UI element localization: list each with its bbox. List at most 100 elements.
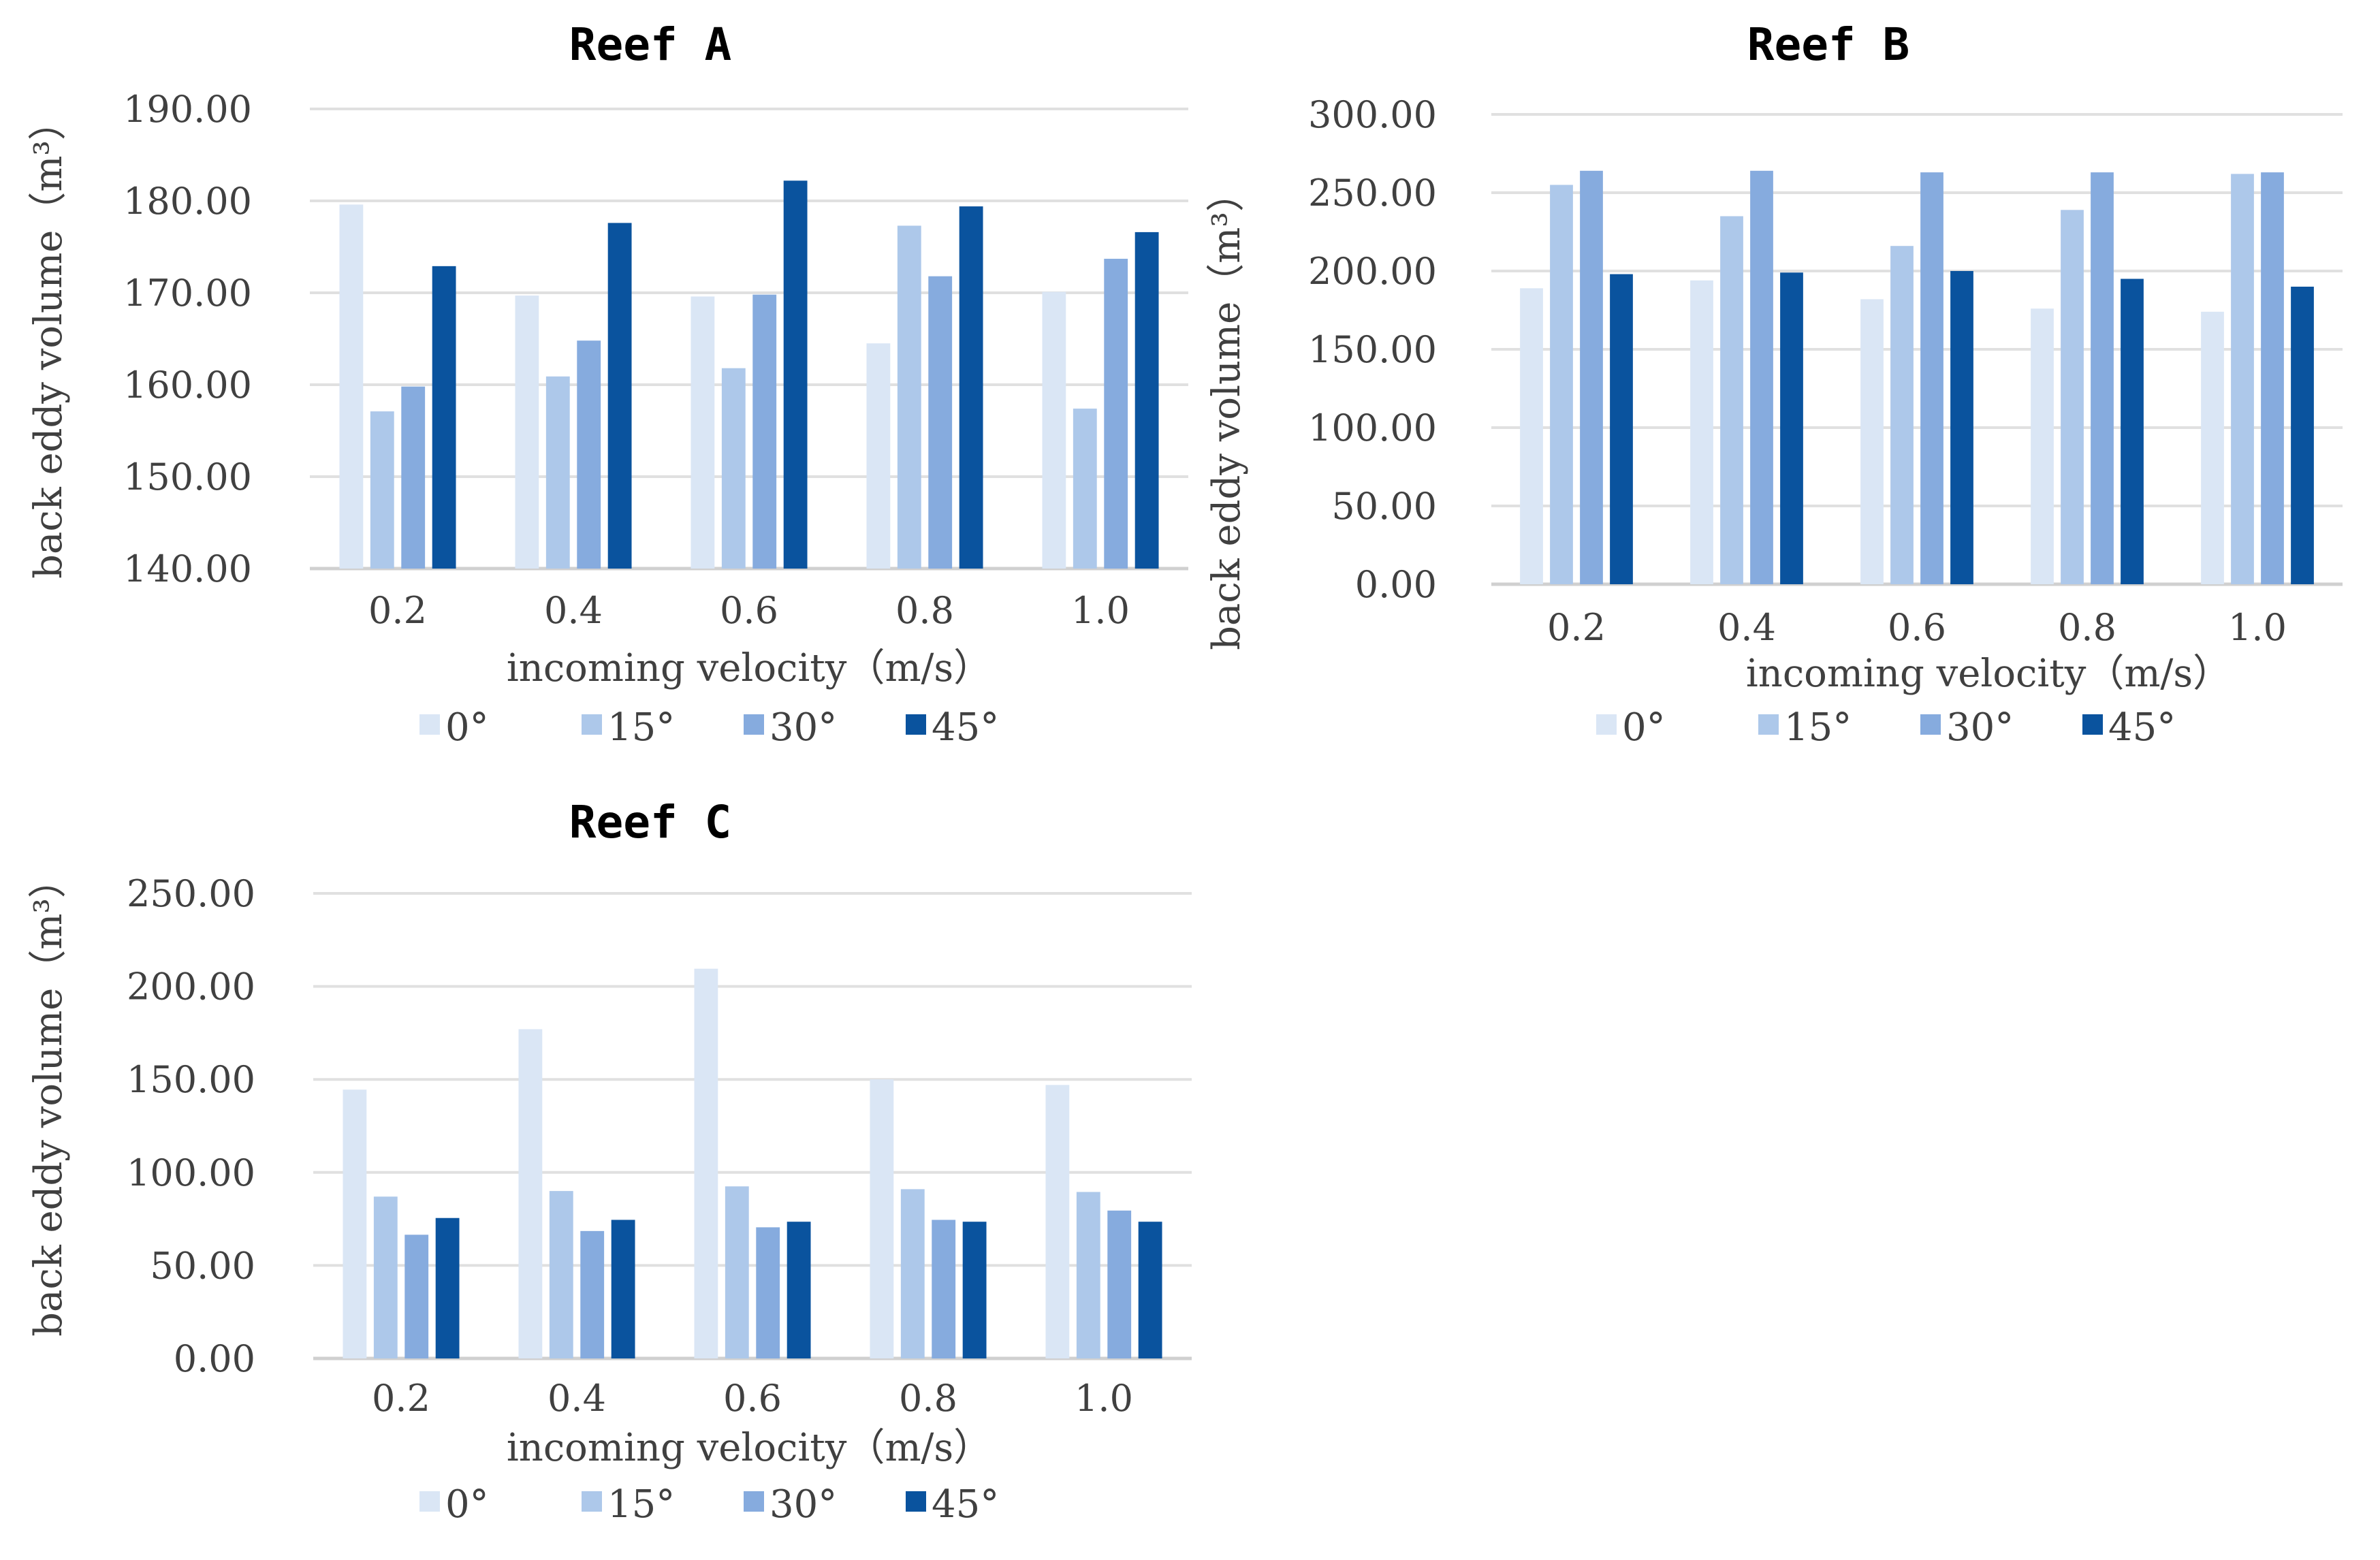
bar-30deg-0.4	[1750, 170, 1773, 585]
y-tick-label: 140.00	[123, 547, 252, 590]
bar-15deg-1.0	[2231, 174, 2254, 584]
bar-0deg-0.6	[691, 296, 715, 569]
x-tick-label: 0.2	[372, 1377, 430, 1420]
bar-45deg-0.2	[1610, 274, 1633, 584]
legend-label: 45°	[2108, 705, 2176, 750]
y-tick-label: 100.00	[127, 1151, 255, 1194]
legend-swatch	[1596, 714, 1617, 735]
bar-30deg-1.0	[1104, 259, 1128, 569]
bar-30deg-0.8	[2091, 172, 2114, 585]
bar-30deg-1.0	[2261, 172, 2284, 585]
legend-label: 0°	[445, 1482, 489, 1527]
legend-label: 45°	[932, 705, 999, 750]
x-tick-label: 0.6	[1888, 606, 1946, 649]
legend-swatch	[582, 714, 602, 735]
legend-label: 15°	[607, 1482, 675, 1527]
y-axis-title: back eddy volume（m³）	[1205, 174, 1249, 650]
bar-0deg-0.8	[870, 1079, 894, 1358]
legend-label: 0°	[1622, 705, 1666, 750]
y-tick-label: 200.00	[1308, 250, 1437, 293]
bar-30deg-0.2	[1580, 170, 1603, 585]
bar-45deg-0.4	[611, 1220, 635, 1358]
bar-0deg-1.0	[1045, 1085, 1070, 1358]
legend-swatch	[906, 714, 926, 735]
legend: 0° 15° 30° 45°	[1596, 705, 2176, 750]
legend-label: 0°	[445, 705, 489, 750]
y-tick-label: 300.00	[1308, 93, 1437, 136]
legend-swatch	[2082, 714, 2103, 735]
y-axis-title: back eddy volume（m³）	[27, 860, 71, 1337]
chart-panel-2: Reef B 0.00 50.00 100.00 150.00 200.00 250.00 3…	[1205, 18, 2343, 750]
legend-swatch	[582, 1491, 602, 1512]
legend: 0° 15° 30° 45°	[419, 705, 999, 750]
bar-0deg-0.6	[1860, 299, 1884, 584]
legend-label: 30°	[1946, 705, 2014, 750]
bar-15deg-0.8	[900, 1189, 925, 1358]
x-tick-label: 0.4	[548, 1377, 606, 1420]
bar-15deg-0.4	[1720, 216, 1743, 584]
x-axis-title: incoming velocity（m/s）	[1746, 652, 2231, 696]
y-tick-label: 250.00	[127, 872, 255, 915]
legend-swatch	[906, 1491, 926, 1512]
x-tick-label: 0.4	[1717, 606, 1776, 649]
x-tick-label: 0.4	[544, 589, 603, 632]
legend-label: 30°	[769, 705, 837, 750]
bar-45deg-0.8	[962, 1222, 987, 1358]
legend-label: 45°	[932, 1482, 999, 1527]
bar-30deg-0.2	[401, 386, 426, 569]
bar-15deg-0.6	[725, 1186, 749, 1358]
y-tick-label: 100.00	[1308, 407, 1437, 449]
bar-0deg-0.4	[1690, 280, 1713, 584]
y-tick-label: 170.00	[123, 272, 252, 315]
bar-45deg-0.4	[607, 223, 632, 569]
legend-swatch	[419, 714, 440, 735]
y-axis-title: back eddy volume（m³）	[27, 102, 71, 579]
bar-0deg-1.0	[2201, 311, 2224, 584]
bar-30deg-0.6	[1920, 172, 1943, 585]
y-tick-label: 0.00	[174, 1337, 255, 1380]
x-tick-label: 0.6	[723, 1377, 782, 1420]
bar-30deg-1.0	[1107, 1210, 1132, 1358]
bar-15deg-0.4	[549, 1191, 573, 1358]
legend-swatch	[1758, 714, 1779, 735]
bar-15deg-0.8	[2061, 210, 2084, 584]
legend-swatch	[1920, 714, 1941, 735]
bar-15deg-0.2	[373, 1196, 398, 1358]
bar-0deg-0.4	[515, 296, 539, 569]
bar-0deg-0.8	[2031, 308, 2054, 584]
bar-30deg-0.6	[756, 1227, 780, 1358]
bar-30deg-0.4	[580, 1230, 605, 1358]
bar-15deg-0.2	[370, 411, 394, 569]
bar-15deg-0.8	[897, 225, 921, 569]
bar-0deg-0.2	[339, 204, 364, 569]
bar-45deg-0.8	[959, 206, 983, 569]
bar-0deg-0.4	[518, 1029, 543, 1358]
chart-panel-3: Reef C 0.00 50.00 100.00 150.00 200.00 250.00 0…	[27, 796, 1192, 1527]
bar-45deg-0.8	[2121, 278, 2144, 584]
x-axis-title: incoming velocity（m/s）	[507, 1426, 991, 1470]
x-tick-label: 0.8	[2058, 606, 2116, 649]
bar-45deg-0.6	[1950, 271, 1973, 584]
bar-15deg-0.6	[1890, 246, 1914, 584]
x-tick-label: 0.8	[899, 1377, 957, 1420]
bar-0deg-0.8	[866, 343, 891, 569]
x-tick-label: 0.6	[720, 589, 778, 632]
bar-30deg-0.8	[932, 1220, 956, 1358]
bar-45deg-0.6	[787, 1222, 811, 1358]
bar-30deg-0.6	[752, 294, 777, 569]
x-tick-label: 1.0	[1071, 589, 1130, 632]
legend-swatch	[744, 1491, 764, 1512]
bar-0deg-1.0	[1042, 291, 1066, 569]
x-tick-label: 0.8	[895, 589, 954, 632]
y-tick-label: 180.00	[123, 180, 252, 223]
y-tick-label: 250.00	[1308, 172, 1437, 214]
chart-title: Reef C	[569, 796, 731, 848]
legend-label: 15°	[1784, 705, 1852, 750]
y-tick-label: 50.00	[1331, 485, 1437, 528]
bar-0deg-0.2	[1520, 288, 1543, 584]
bar-45deg-0.6	[783, 180, 808, 569]
bar-45deg-1.0	[1138, 1222, 1162, 1358]
bar-30deg-0.8	[928, 276, 953, 569]
bar-45deg-0.4	[1780, 272, 1803, 584]
